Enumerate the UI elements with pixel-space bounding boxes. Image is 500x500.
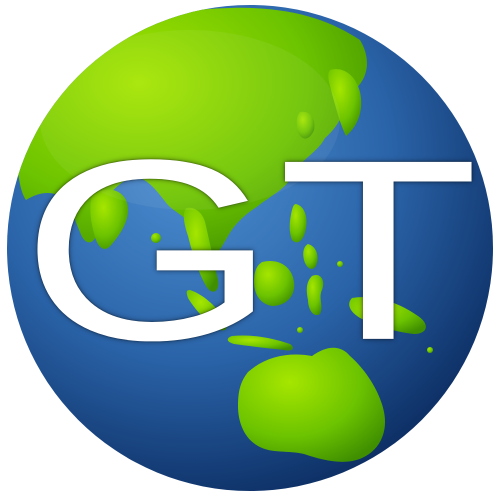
logo-letters-text: GT (20, 105, 480, 394)
land-island (297, 327, 303, 333)
land-indochina (183, 207, 219, 292)
land-island (427, 347, 433, 353)
land-island (337, 261, 343, 267)
land-sumatra (186, 290, 227, 331)
land-philippines (289, 204, 307, 243)
globe-highlight (40, 30, 340, 210)
land-japan (328, 69, 362, 136)
land-philippines-south (303, 244, 318, 269)
land-new-guinea (349, 296, 426, 334)
land-island (166, 172, 174, 180)
land-india (90, 189, 129, 249)
land-korea (296, 111, 315, 139)
land-island (151, 233, 161, 243)
land-java (227, 335, 293, 351)
logo-letters: GT (0, 90, 500, 410)
land-sulawesi (306, 274, 324, 316)
land-australia (238, 347, 386, 462)
land-borneo (254, 260, 295, 306)
